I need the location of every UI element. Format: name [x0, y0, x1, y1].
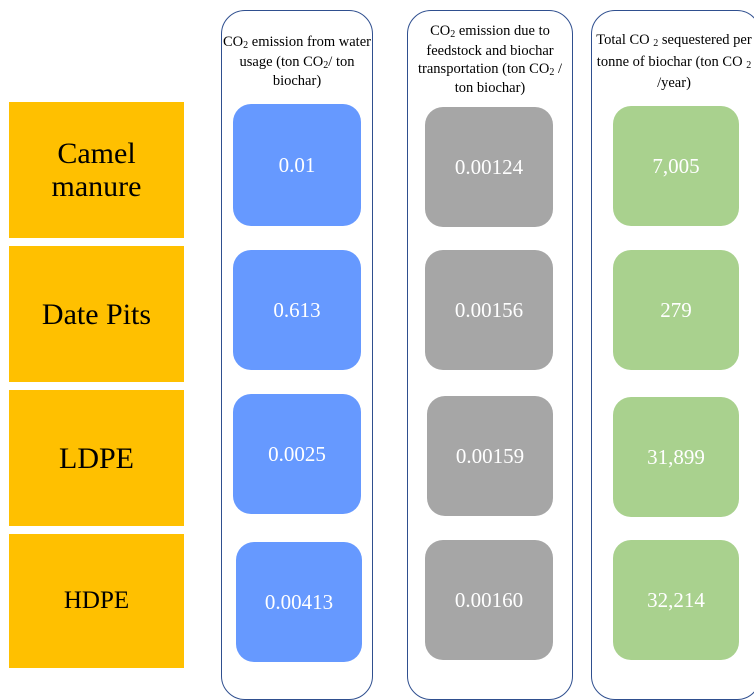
column-header-transportation: CO2 emission due to feedstock and biocha… — [418, 23, 562, 97]
value-cell: 0.01 — [233, 104, 361, 226]
value-cell: 0.00124 — [425, 107, 553, 227]
value-cell: 0.00413 — [236, 542, 362, 662]
value-cell: 31,899 — [613, 397, 739, 517]
value-cell: 0.00159 — [427, 396, 553, 516]
row-label-camel-manure: Camel manure — [9, 102, 184, 238]
value-cell: 279 — [613, 250, 739, 370]
row-label-hdpe: HDPE — [9, 534, 184, 668]
row-label-ldpe: LDPE — [9, 390, 184, 526]
value-cell: 7,005 — [613, 106, 739, 226]
row-label-date-pits: Date Pits — [9, 246, 184, 382]
column-header-total-sequestered: Total CO 2 sequestered per tonne of bioc… — [596, 32, 752, 91]
value-cell: 0.00160 — [425, 540, 553, 660]
value-cell: 0.0025 — [233, 394, 361, 514]
value-cell: 0.613 — [233, 250, 361, 370]
value-cell: 32,214 — [613, 540, 739, 660]
column-header-water-usage: CO2 emission from water usage (ton CO2/ … — [223, 34, 371, 89]
value-cell: 0.00156 — [425, 250, 553, 370]
